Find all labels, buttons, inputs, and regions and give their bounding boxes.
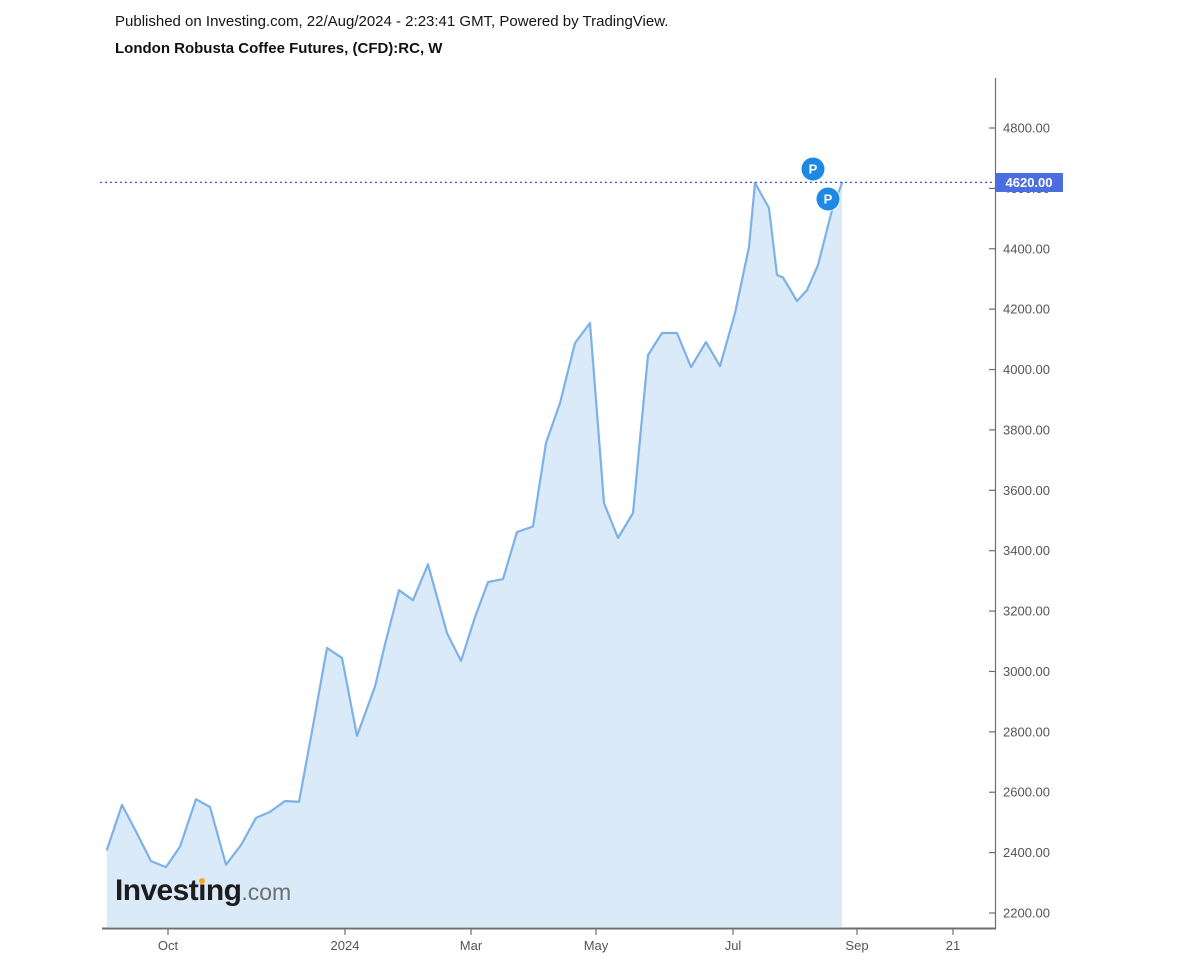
last-price-badge: 4620.00 <box>995 172 1063 192</box>
y-axis-label: 4800.00 <box>1003 121 1050 136</box>
x-axis-label: Jul <box>725 938 742 953</box>
published-info-line: Published on Investing.com, 22/Aug/2024 … <box>115 13 669 30</box>
y-axis-label: 3400.00 <box>1003 543 1050 558</box>
y-axis-label: 2200.00 <box>1003 906 1050 921</box>
logo-text: Investı ng <box>115 874 242 907</box>
logo-tld: .com <box>241 879 292 905</box>
chart-title: London Robusta Coffee Futures, (CFD):RC,… <box>115 40 443 57</box>
y-axis-label: 4400.00 <box>1003 241 1050 256</box>
logo-orange-dot-icon <box>199 878 206 884</box>
event-marker-p[interactable]: P <box>816 187 840 211</box>
y-axis-label: 2800.00 <box>1003 724 1050 739</box>
y-axis-label: 2400.00 <box>1003 845 1050 860</box>
y-axis-label: 4000.00 <box>1003 362 1050 377</box>
y-axis-label: 4200.00 <box>1003 302 1050 317</box>
x-axis-label: 21 <box>946 938 960 953</box>
x-axis-label: Oct <box>158 938 179 953</box>
y-axis-label: 3800.00 <box>1003 422 1050 437</box>
price-area-fill <box>107 182 842 927</box>
x-axis-label: Mar <box>460 938 483 953</box>
y-axis-label: 3600.00 <box>1003 483 1050 498</box>
x-axis-label: May <box>584 938 609 953</box>
y-axis-label: 3200.00 <box>1003 604 1050 619</box>
x-axis-label: Sep <box>845 938 868 953</box>
y-axis-label: 3000.00 <box>1003 664 1050 679</box>
event-marker-p[interactable]: P <box>801 157 825 181</box>
price-line <box>105 181 844 869</box>
x-axis-label: 2024 <box>331 938 360 953</box>
y-axis-label: 2600.00 <box>1003 785 1050 800</box>
investing-logo[interactable]: Investı ng.com <box>115 874 291 908</box>
